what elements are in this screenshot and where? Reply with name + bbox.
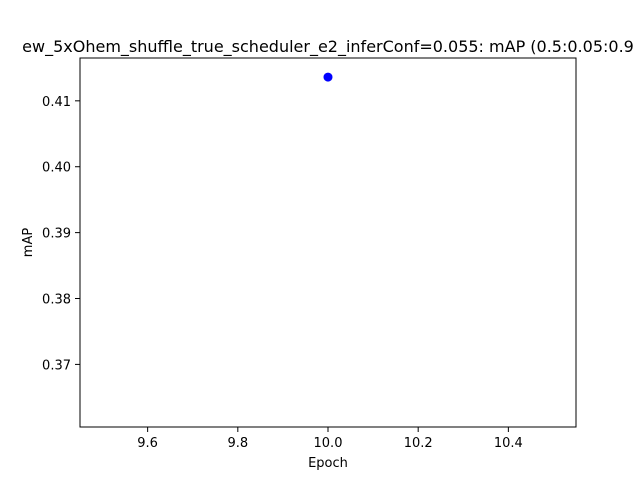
x-tick-label: 10.2 (404, 436, 433, 451)
x-tick-label: 10.4 (494, 436, 523, 451)
y-axis-ticks: 0.37 0.38 0.39 0.40 0.41 (42, 95, 80, 373)
data-point (323, 72, 333, 82)
x-tick-label: 10.0 (314, 436, 343, 451)
y-tick-label: 0.41 (42, 95, 71, 110)
x-axis-ticks: 9.6 9.8 10.0 10.2 10.4 (137, 427, 523, 451)
x-tick-label: 9.8 (227, 436, 248, 451)
y-tick-label: 0.38 (42, 293, 71, 308)
x-axis-label: Epoch (308, 456, 348, 471)
y-tick-label: 0.37 (42, 358, 71, 373)
chart-title: ew_5xOhem_shuffle_true_scheduler_e2_infe… (22, 37, 634, 57)
data-points (323, 72, 333, 82)
y-tick-label: 0.40 (42, 161, 71, 176)
y-tick-label: 0.39 (42, 227, 71, 242)
x-tick-label: 9.6 (137, 436, 158, 451)
y-axis-label: mAP (21, 228, 36, 258)
